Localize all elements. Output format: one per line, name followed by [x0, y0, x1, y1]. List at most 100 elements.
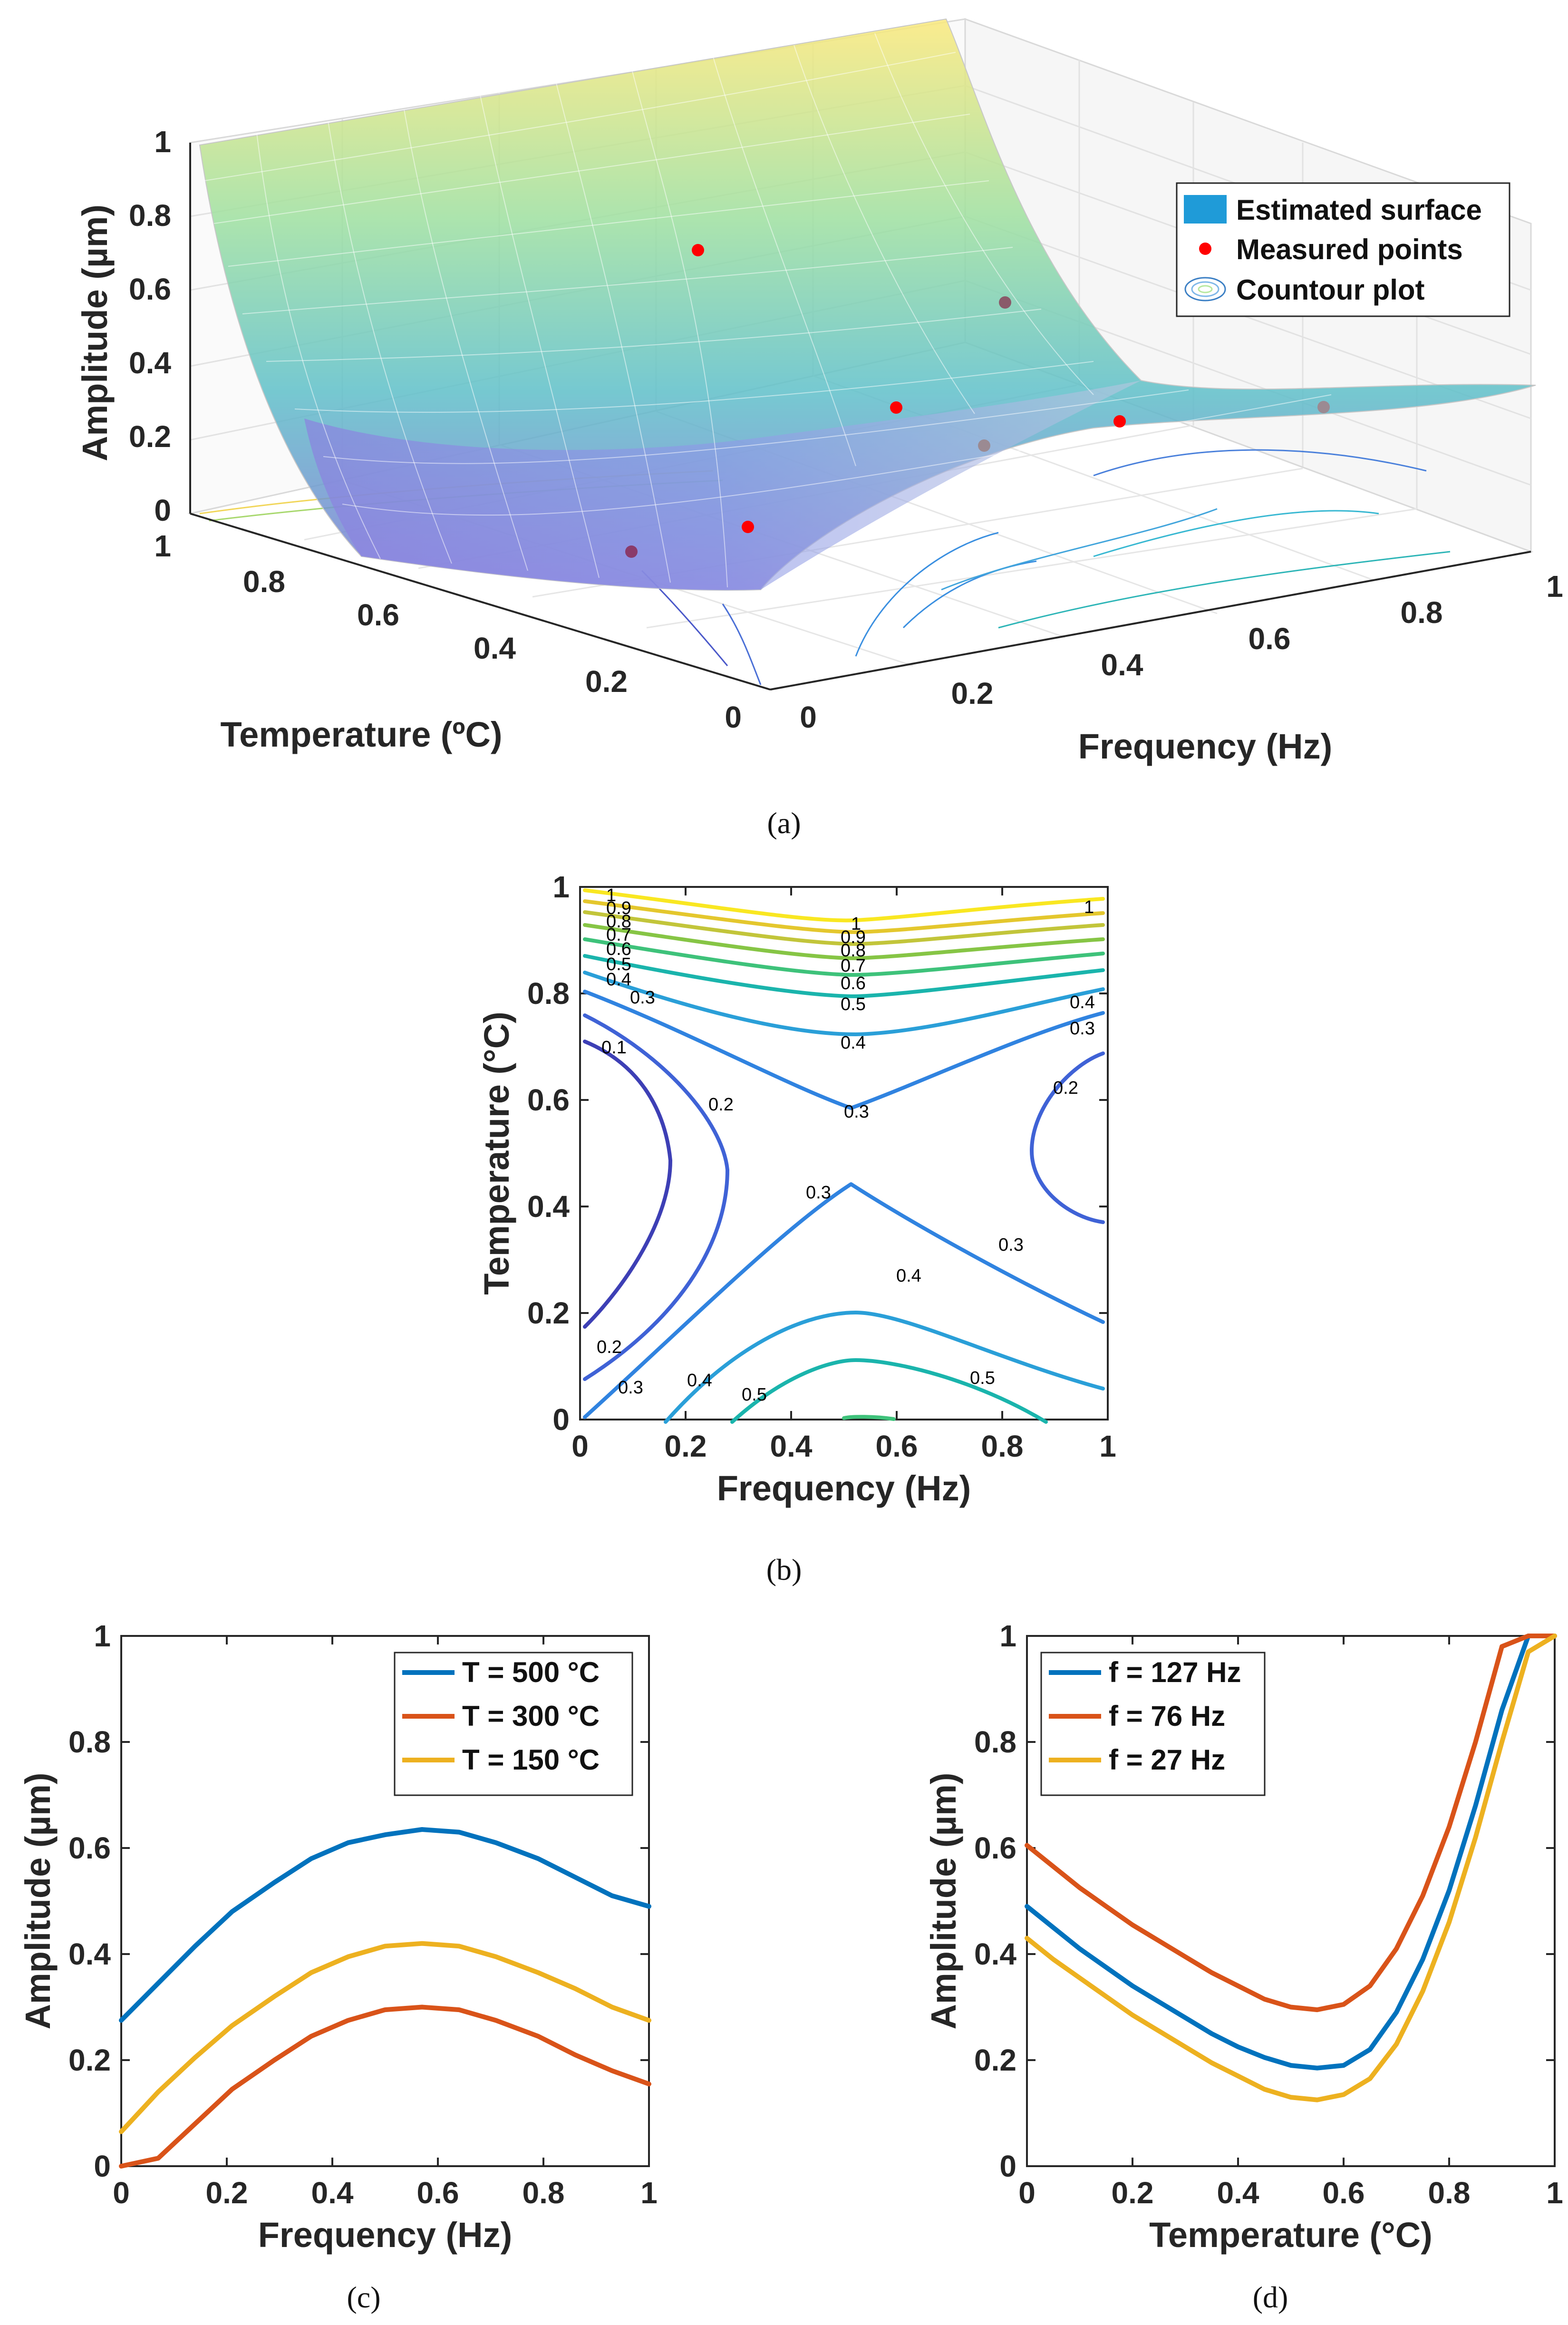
panel-b-contour-plot: 0 0.2 0.4 0.6 0.8 1 0 0.2 0.4 0.6 0.8 1 Frequency (H… [477, 870, 1116, 1586]
panel-a-frequency-tick: 0.8 [1401, 595, 1443, 630]
contour-label: 0.9 [606, 898, 631, 918]
panel-d-x-tick-label: 0.2 [1112, 2176, 1154, 2210]
measured-point-occluded [978, 439, 990, 452]
panel-a-estimated-surface [199, 18, 1536, 591]
panel-d-y-axis-label: Amplitude (µm) [924, 1772, 963, 2029]
panel-b-x-axis-label: Frequency (Hz) [717, 1469, 971, 1508]
contour-label: 1 [851, 914, 861, 934]
contour-level-0.2 [1030, 1051, 1105, 1224]
panel-b-caption: (b) [766, 1553, 802, 1586]
panel-b-x-tick-label: 0.8 [981, 1429, 1024, 1463]
panel-a-z-axis-label: Amplitude (µm) [75, 204, 115, 461]
contour-label: 0.3 [630, 988, 655, 1008]
panel-a-legend-box [1176, 182, 1510, 317]
contour-label: 0.8 [841, 941, 866, 961]
panel-a-z-tick: 0.8 [129, 198, 171, 233]
panel-c-x-tick-label: 0.8 [523, 2176, 565, 2210]
legend-swatch-contour [1184, 277, 1226, 302]
panel-d-legend-label: f = 76 Hz [1109, 1700, 1225, 1732]
contour-level-0.6 [583, 937, 1105, 977]
panel-c-y-tick-label: 0 [94, 2149, 111, 2183]
contour-label: 0.7 [841, 956, 866, 976]
contour-level-0.7 [583, 923, 1105, 960]
contour-label: 0.4 [896, 1266, 921, 1286]
panel-c-x-tick-label: 0 [113, 2176, 130, 2210]
panel-b-y-tick-label: 1 [552, 870, 570, 904]
contour-label: 1 [1084, 897, 1094, 917]
panel-a-floor-contour [722, 603, 762, 685]
panel-c-series-line [119, 1941, 651, 2134]
panel-a-frequency-tick: 0.2 [951, 676, 994, 710]
contour-label: 0.4 [1070, 992, 1095, 1012]
contour-label: 0.6 [841, 973, 866, 993]
panel-c-y-axis-label: Amplitude (µm) [18, 1772, 58, 2029]
panel-d-line-chart: 0 0.2 0.4 0.6 0.8 1 0 0.2 0.4 0.6 0.8 1 Temperature … [924, 1619, 1563, 2314]
panel-b-x-tick-label: 0 [571, 1429, 589, 1463]
contour-label: 0.9 [841, 927, 866, 947]
panel-c-series-line [119, 1827, 651, 2023]
panel-a-surface-lower-lobe [304, 380, 1141, 591]
panel-b-y-tick-label: 0.6 [527, 1083, 570, 1117]
panel-a-temperature-ticks: 1 0.8 0.6 0.4 0.2 0 [154, 529, 742, 734]
contour-label: 0.2 [708, 1095, 734, 1115]
panel-a-temperature-tick: 1 [154, 529, 171, 563]
measured-point [1113, 415, 1126, 428]
panel-d-y-tick-label: 0.6 [974, 1831, 1016, 1865]
panel-a-z-tick: 1 [154, 125, 171, 159]
contour-label: 0.5 [742, 1385, 767, 1405]
panel-c-x-tick-label: 0.4 [311, 2176, 354, 2210]
panel-d-series-line [1025, 1634, 1557, 2102]
panel-a-axes [189, 143, 1531, 691]
panel-b-x-tick-label: 0.6 [876, 1429, 918, 1463]
panel-a-temperature-tick: 0.6 [357, 598, 399, 632]
contour-label: 0.2 [1053, 1078, 1078, 1098]
panel-c-y-tick-label: 0.4 [68, 1937, 111, 1971]
panel-c-legend-label: T = 300 °C [462, 1700, 600, 1732]
panel-d-x-tick-label: 0.8 [1428, 2176, 1471, 2210]
panel-b-x-tick-label: 1 [1099, 1429, 1116, 1463]
panel-c-x-tick-label: 0.6 [417, 2176, 459, 2210]
panel-d-x-tick-label: 0 [1018, 2176, 1036, 2210]
panel-d-x-tick-label: 0.6 [1323, 2176, 1365, 2210]
panel-d-caption: (d) [1253, 2280, 1288, 2314]
contour-label: 0.3 [806, 1183, 831, 1203]
legend-swatch-contour [1198, 285, 1213, 293]
panel-c-y-tick-label: 0.2 [68, 2043, 111, 2077]
panel-b-contour-labels: 1 1 1 0.9 0.9 0.8 0.8 0.7 0.7 0.6 0.6 0.… [597, 885, 1095, 1405]
legend-swatch-contour [1191, 281, 1220, 297]
measured-point-occluded [999, 296, 1011, 309]
measured-point-occluded [1317, 401, 1330, 413]
panel-d-x-axis-label: Temperature (°C) [1149, 2215, 1432, 2255]
measured-point [742, 521, 754, 533]
panel-a-z-ticks: 0 0.2 0.4 0.6 0.8 1 [129, 125, 171, 527]
panel-a-temperature-tick: 0.8 [243, 564, 285, 599]
legend-entry-label: Measured points [1236, 233, 1463, 265]
panel-d-legend: f = 127 Hz f = 76 Hz f = 27 Hz [1040, 1652, 1266, 1796]
panel-a-caption: (a) [767, 806, 801, 840]
contour-level-0.3 [583, 1182, 1105, 1419]
contour-label: 0.3 [1070, 1019, 1095, 1039]
panel-a-z-tick: 0 [154, 493, 171, 527]
panel-a-frequency-tick: 0.4 [1101, 648, 1143, 682]
panel-d-series-line [1025, 1634, 1557, 2071]
panel-d-x-tick-label: 1 [1546, 2176, 1563, 2210]
panel-c-x-tick-label: 1 [640, 2176, 658, 2210]
panel-a-floor-contour [1093, 449, 1427, 477]
panel-c-legend-box [394, 1652, 633, 1796]
panel-b-contour-lines [583, 888, 1105, 1424]
contour-label: 0.4 [841, 1033, 866, 1053]
panel-c-legend-label: T = 500 °C [462, 1656, 600, 1688]
panel-c-y-tick-label: 1 [94, 1619, 111, 1653]
panel-b-y-tick-label: 0.4 [527, 1189, 570, 1224]
legend-swatch-surface [1184, 195, 1227, 224]
contour-level-0.4 [664, 1311, 1105, 1424]
panel-a-z-tick: 0.6 [129, 272, 171, 306]
panel-d-series-lines [1025, 1634, 1557, 2102]
contour-label: 0.6 [606, 939, 631, 959]
contour-level-0.9 [583, 899, 1105, 934]
panel-a-measured-points [625, 244, 1330, 558]
contour-label: 0.2 [597, 1337, 622, 1357]
panel-d-y-tick-label: 0.8 [974, 1725, 1016, 1759]
panel-a-3d-surface-plot: 0 0.2 0.4 0.6 0.8 1 1 0.8 0.6 0.4 0.2 0 … [75, 18, 1563, 840]
panel-d-legend-box [1040, 1652, 1266, 1796]
